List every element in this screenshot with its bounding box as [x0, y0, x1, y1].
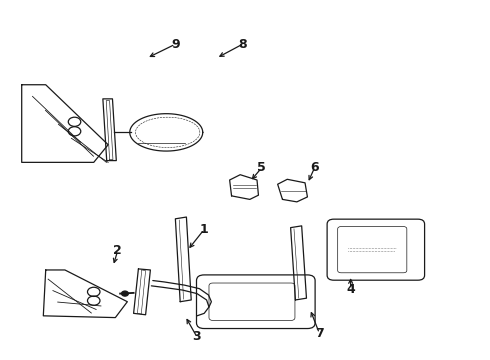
Text: 3: 3	[193, 330, 201, 343]
Circle shape	[122, 291, 128, 296]
Text: 7: 7	[315, 327, 324, 340]
Text: 1: 1	[200, 223, 209, 236]
Text: 9: 9	[171, 38, 180, 51]
Text: 8: 8	[238, 38, 247, 51]
Text: 6: 6	[310, 161, 319, 174]
Text: 4: 4	[346, 283, 355, 296]
Text: 5: 5	[257, 161, 266, 174]
Text: 2: 2	[113, 244, 122, 257]
